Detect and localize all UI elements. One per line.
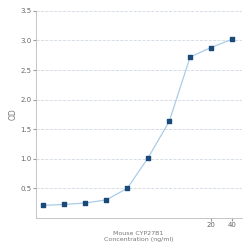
Point bbox=[104, 198, 108, 202]
Point bbox=[167, 120, 171, 124]
Point bbox=[62, 202, 66, 206]
Point bbox=[125, 186, 129, 190]
Point bbox=[188, 55, 192, 59]
Point bbox=[146, 156, 150, 160]
X-axis label: Mouse CYP27B1
Concentration (ng/ml): Mouse CYP27B1 Concentration (ng/ml) bbox=[104, 231, 173, 242]
Point bbox=[42, 204, 46, 208]
Point bbox=[230, 37, 234, 41]
Y-axis label: OD: OD bbox=[8, 108, 17, 120]
Point bbox=[84, 201, 87, 205]
Point bbox=[209, 46, 213, 50]
